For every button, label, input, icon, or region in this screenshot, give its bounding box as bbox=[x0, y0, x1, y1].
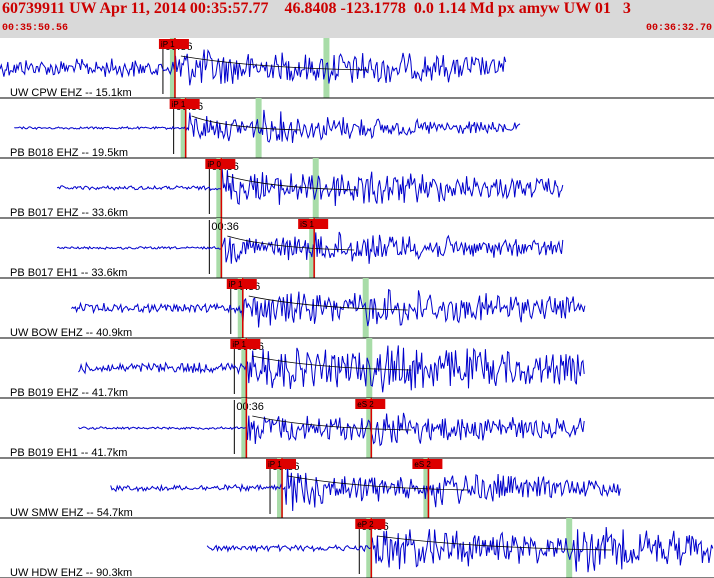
coda-curve bbox=[287, 475, 469, 491]
coda-curve bbox=[180, 55, 369, 71]
s-pick-flag[interactable] bbox=[298, 219, 329, 229]
p-window-marker bbox=[216, 158, 223, 218]
waveform-trace[interactable] bbox=[78, 412, 585, 447]
s-pick-flag[interactable] bbox=[412, 459, 443, 469]
event-title: 60739911 UW Apr 11, 2014 00:35:57.77 46.… bbox=[2, 0, 631, 17]
waveform-trace[interactable] bbox=[110, 464, 621, 512]
coda-curve bbox=[248, 295, 408, 311]
s-window-marker bbox=[323, 38, 330, 98]
station-label: PB B017 EHZ -- 33.6km bbox=[10, 207, 128, 219]
s-pick-label: iS 1 bbox=[300, 220, 314, 229]
p-pick-label: iP 1 bbox=[229, 280, 243, 289]
p-window-marker bbox=[169, 38, 176, 98]
s-window-marker bbox=[566, 518, 573, 578]
coda-curve bbox=[227, 175, 358, 191]
p-pick-flag[interactable] bbox=[230, 339, 261, 349]
p-pick-flag[interactable] bbox=[226, 279, 257, 289]
station-label: PB B019 EHZ -- 41.7km bbox=[10, 387, 128, 399]
p-window-marker bbox=[216, 218, 223, 278]
s-pick-flag[interactable] bbox=[355, 399, 386, 409]
s-pick-label: eS 2 bbox=[414, 460, 431, 469]
minute-label: 00:36 bbox=[236, 401, 264, 413]
waveform-trace[interactable] bbox=[206, 526, 714, 573]
waveform-trace[interactable] bbox=[56, 168, 564, 207]
waveform-trace[interactable] bbox=[56, 231, 564, 264]
p-pick-label: eP 2 bbox=[357, 520, 374, 529]
coda-curve bbox=[252, 415, 412, 431]
station-label: UW HDW EHZ -- 90.3km bbox=[10, 567, 132, 578]
station-label: PB B019 EH1 -- 41.7km bbox=[10, 447, 127, 459]
coda-curve bbox=[377, 535, 612, 551]
seismogram-panel[interactable]: 00:36 iP 1 UW CPW EHZ -- 15.1km 00:36 iP 1 PB… bbox=[0, 38, 714, 578]
p-pick-label: iP 1 bbox=[161, 40, 175, 49]
p-pick-label: iP 1 bbox=[232, 340, 246, 349]
coda-curve bbox=[252, 355, 412, 371]
start-time: 00:35:50.56 bbox=[2, 23, 69, 34]
end-time: 00:36:32.70 bbox=[645, 23, 712, 34]
p-window-marker bbox=[237, 278, 244, 338]
minute-label: 00:36 bbox=[211, 221, 239, 233]
waveform-trace[interactable] bbox=[71, 288, 586, 328]
p-pick-flag[interactable] bbox=[158, 39, 189, 49]
station-label: PB B017 EH1 -- 33.6km bbox=[10, 267, 127, 279]
coda-curve bbox=[227, 235, 355, 251]
station-label: UW CPW EHZ -- 15.1km bbox=[10, 87, 132, 99]
waveform-trace[interactable] bbox=[0, 49, 507, 86]
s-window-marker bbox=[366, 338, 373, 398]
p-pick-label: iP 1 bbox=[268, 460, 282, 469]
p-pick-label: iP 1 bbox=[172, 100, 186, 109]
station-label: PB B018 EHZ -- 19.5km bbox=[10, 147, 128, 159]
waveform-trace[interactable] bbox=[14, 109, 521, 143]
station-label: UW BOW EHZ -- 40.9km bbox=[10, 327, 132, 339]
s-pick-label: eS 2 bbox=[357, 400, 374, 409]
p-pick-flag[interactable] bbox=[266, 459, 297, 469]
waveform-trace[interactable] bbox=[78, 345, 585, 393]
p-pick-flag[interactable] bbox=[169, 99, 200, 109]
event-header: 60739911 UW Apr 11, 2014 00:35:57.77 46.… bbox=[0, 0, 714, 38]
p-pick-flag[interactable] bbox=[205, 159, 236, 169]
station-label: UW SMW EHZ -- 54.7km bbox=[10, 507, 133, 519]
s-window-marker bbox=[366, 398, 373, 458]
p-pick-label: iP 0 bbox=[207, 160, 221, 169]
p-pick-flag[interactable] bbox=[355, 519, 386, 529]
coda-curve bbox=[191, 115, 301, 131]
